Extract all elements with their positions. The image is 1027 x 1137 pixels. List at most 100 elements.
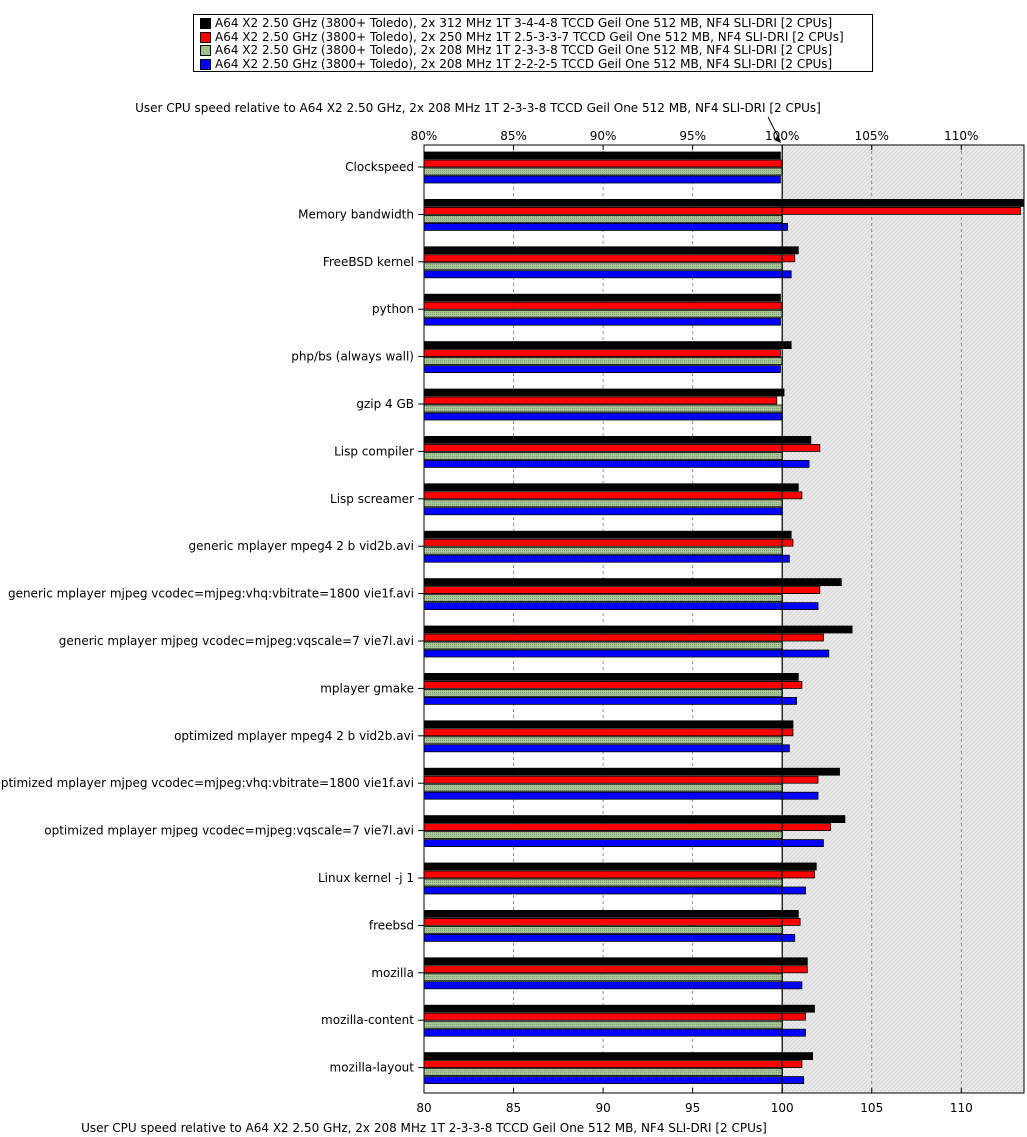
category-label: Clockspeed: [345, 160, 414, 174]
legend-label: A64 X2 2.50 GHz (3800+ Toledo), 2x 312 M…: [215, 16, 833, 31]
bar: [423, 270, 792, 279]
bar: [423, 404, 783, 413]
bar: [423, 214, 783, 223]
bar: [423, 435, 812, 444]
bottom-tick-label: 110: [950, 1101, 973, 1115]
bar: [423, 483, 799, 492]
bar: [423, 222, 788, 231]
bar: [423, 1076, 805, 1084]
bar: [423, 862, 817, 871]
bar: [423, 767, 840, 776]
bar: [423, 554, 790, 563]
bar: [423, 546, 783, 555]
bar: [423, 965, 808, 974]
legend-swatch: [200, 18, 211, 30]
bar: [423, 775, 819, 784]
x-axis-label: User CPU speed relative to A64 X2 2.50 G…: [81, 1121, 767, 1135]
legend-label: A64 X2 2.50 GHz (3800+ Toledo), 2x 208 M…: [215, 56, 833, 71]
bar: [423, 159, 783, 168]
category-label: freebsd: [369, 918, 414, 932]
baseline-arrowhead: [774, 136, 782, 143]
bar: [423, 293, 781, 302]
bar: [423, 783, 783, 792]
legend-item: A64 X2 2.50 GHz (3800+ Toledo), 2x 208 M…: [200, 56, 866, 72]
plot-background-right: [782, 145, 1024, 1093]
bar: [423, 602, 819, 610]
top-tick-label: 80%: [411, 129, 438, 143]
chart-title: User CPU speed relative to A64 X2 2.50 G…: [135, 101, 821, 115]
category-label: mplayer gmake: [320, 681, 414, 695]
bar: [423, 388, 785, 397]
bottom-tick-label: 105: [860, 1101, 883, 1115]
bar: [423, 357, 783, 366]
bar: [423, 341, 792, 350]
legend-label: A64 X2 2.50 GHz (3800+ Toledo), 2x 250 M…: [215, 29, 844, 44]
bar: [423, 262, 783, 271]
bar: [423, 246, 799, 255]
legend-item: A64 X2 2.50 GHz (3800+ Toledo), 2x 250 M…: [200, 29, 866, 45]
bar: [423, 831, 783, 839]
bar: [423, 459, 810, 468]
bar: [423, 309, 783, 318]
bar: [423, 412, 783, 421]
bar: [423, 301, 783, 310]
bar: [423, 918, 801, 926]
bar: [423, 507, 783, 516]
legend-swatch: [200, 31, 211, 43]
category-label: generic mplayer mpeg4 2 b vid2b.avi: [189, 539, 414, 553]
category-label: optimized mplayer mjpeg vcodec=mjpeg:vqs…: [44, 824, 414, 838]
bar: [423, 578, 842, 586]
category-label: Lisp screamer: [330, 492, 414, 506]
bar: [423, 198, 1025, 207]
plot-frame: [423, 144, 1025, 1094]
bar: [423, 175, 781, 184]
bar: [423, 689, 783, 697]
bar: [423, 254, 796, 263]
legend: A64 X2 2.50 GHz (3800+ Toledo), 2x 312 M…: [193, 14, 873, 72]
bottom-tick-label: 90: [595, 1101, 610, 1115]
top-tick-label: 95%: [679, 129, 706, 143]
bar: [423, 1020, 783, 1029]
top-tick-label: 85%: [500, 129, 527, 143]
category-label: mozilla-layout: [330, 1061, 415, 1075]
category-label: optimized mplayer mjpeg vcodec=mjpeg:vhq…: [0, 776, 414, 790]
bottom-tick-label: 100: [771, 1101, 794, 1115]
bar: [423, 1052, 814, 1060]
legend-item: A64 X2 2.50 GHz (3800+ Toledo), 2x 312 M…: [200, 17, 866, 31]
category-label: generic mplayer mjpeg vcodec=mjpeg:vhq:v…: [8, 587, 414, 601]
category-label: mozilla: [371, 966, 414, 980]
bar: [423, 586, 821, 594]
bar: [423, 530, 792, 539]
bar: [423, 791, 819, 800]
bar: [423, 317, 781, 326]
bar: [423, 839, 824, 847]
top-tick-label: 110%: [944, 129, 978, 143]
bar: [423, 491, 803, 500]
bar: [423, 1068, 783, 1076]
legend-swatch: [200, 58, 211, 70]
top-tick-label: 105%: [855, 129, 889, 143]
bar: [423, 625, 853, 634]
bar: [423, 720, 794, 729]
bar: [423, 1012, 806, 1021]
bar: [423, 443, 821, 452]
bar: [423, 673, 799, 681]
legend-item: A64 X2 2.50 GHz (3800+ Toledo), 2x 208 M…: [200, 44, 866, 58]
bar: [423, 206, 1021, 215]
bar: [423, 151, 781, 160]
bar: [423, 681, 803, 689]
bar: [423, 728, 794, 737]
bar: [423, 641, 783, 650]
bar: [423, 633, 824, 642]
bar: [423, 538, 794, 547]
legend-swatch: [200, 45, 211, 57]
bar: [423, 823, 831, 831]
bottom-tick-label: 95: [685, 1101, 700, 1115]
bar: [423, 349, 781, 358]
bottom-tick-label: 85: [506, 1101, 521, 1115]
category-label: python: [372, 302, 414, 316]
bottom-tick-label: 80: [416, 1101, 431, 1115]
bar: [423, 957, 808, 966]
bar: [423, 910, 799, 918]
